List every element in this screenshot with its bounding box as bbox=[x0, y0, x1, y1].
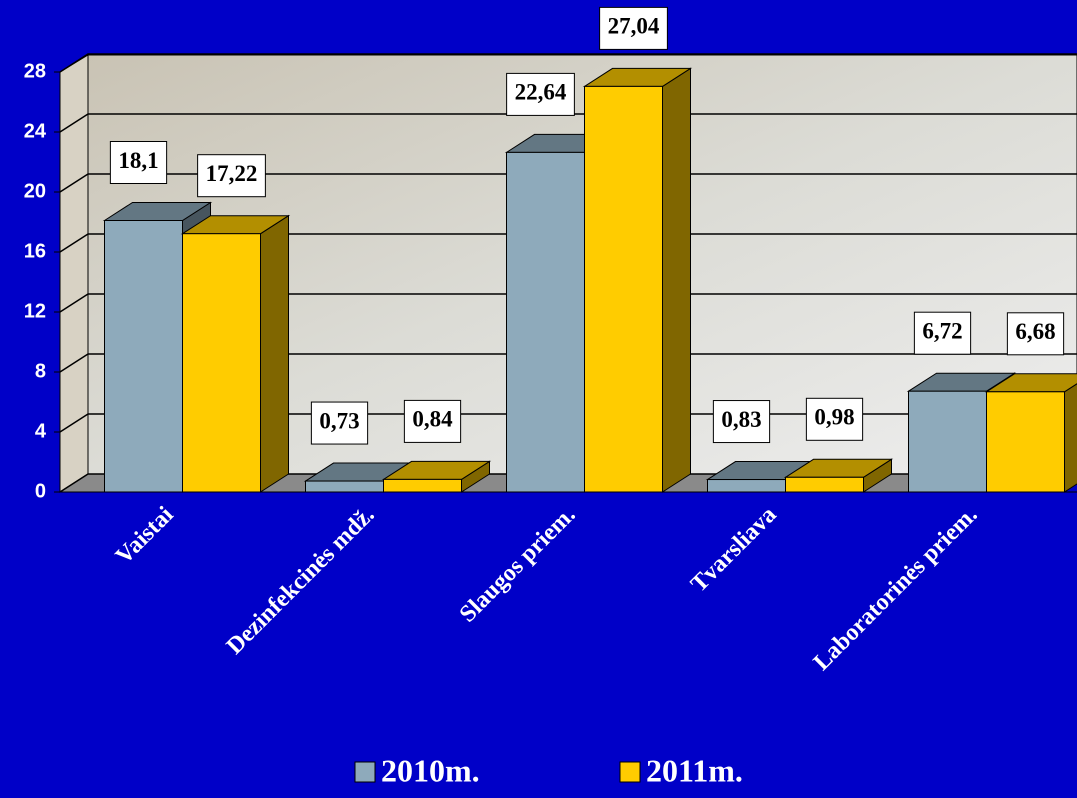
bar bbox=[305, 480, 384, 493]
bar bbox=[908, 390, 987, 493]
value-label-box bbox=[712, 400, 771, 444]
value-label-text: 0,83 bbox=[721, 407, 761, 432]
value-label-box bbox=[599, 6, 668, 50]
value-label-text: 0,98 bbox=[814, 405, 854, 430]
legend-swatch bbox=[354, 761, 376, 783]
value-label: 27,04 bbox=[599, 6, 668, 50]
bar bbox=[506, 151, 585, 493]
bar-side bbox=[1064, 383, 1077, 493]
x-tick-label: Laboratorinės priem. bbox=[809, 502, 983, 676]
grid-line bbox=[59, 173, 1077, 193]
value-label: 6,68 bbox=[1006, 312, 1065, 356]
bar bbox=[182, 233, 261, 493]
bar bbox=[986, 391, 1065, 493]
legend-label: 2010m. bbox=[381, 752, 480, 788]
value-label: 0,84 bbox=[403, 399, 462, 443]
y-tick-label: 8 bbox=[35, 360, 46, 382]
value-label: 0,98 bbox=[805, 397, 864, 441]
value-label-box bbox=[197, 154, 266, 198]
side-wall bbox=[59, 54, 89, 493]
bar-side bbox=[260, 214, 289, 493]
bar bbox=[104, 220, 183, 493]
value-label-text: 6,68 bbox=[1015, 319, 1055, 344]
value-label-text: 18,1 bbox=[118, 148, 158, 173]
x-tick-label: Dezinfekcinės mdž. bbox=[222, 502, 380, 660]
x-tick-label: Slaugos priem. bbox=[455, 502, 581, 628]
value-label-box bbox=[109, 141, 168, 184]
y-tick-label: 12 bbox=[24, 300, 46, 322]
value-label-text: 17,22 bbox=[206, 161, 258, 186]
value-label-box bbox=[506, 72, 575, 116]
value-label: 0,73 bbox=[310, 401, 369, 445]
y-tick-label: 16 bbox=[24, 240, 46, 262]
value-label: 18,1 bbox=[109, 141, 168, 184]
value-label: 17,22 bbox=[197, 154, 266, 198]
grid-line bbox=[59, 353, 1077, 373]
value-label-box bbox=[1006, 312, 1065, 356]
value-label-text: 0,84 bbox=[412, 407, 453, 432]
legend-swatch bbox=[619, 761, 641, 783]
value-label-text: 27,04 bbox=[608, 14, 660, 39]
y-tick-label: 0 bbox=[35, 480, 46, 502]
grid-line bbox=[59, 293, 1077, 313]
value-label-text: 6,72 bbox=[922, 318, 962, 343]
y-tick-label: 24 bbox=[24, 120, 47, 142]
value-label-box bbox=[805, 397, 864, 441]
x-tick-label: Tvarsliava bbox=[686, 502, 782, 598]
grid-line bbox=[59, 53, 1077, 73]
y-tick-label: 28 bbox=[24, 60, 46, 82]
value-label-text: 22,64 bbox=[515, 80, 567, 105]
value-label-text: 0,73 bbox=[319, 408, 359, 433]
value-label-box bbox=[403, 399, 462, 443]
x-tick-label: Vaistai bbox=[111, 502, 179, 570]
value-label: 22,64 bbox=[506, 72, 575, 116]
bar bbox=[707, 479, 786, 493]
y-tick-label: 20 bbox=[24, 180, 46, 202]
bar bbox=[383, 478, 462, 493]
grid-line bbox=[59, 233, 1077, 253]
value-label-box bbox=[310, 401, 369, 445]
bar bbox=[785, 476, 864, 493]
value-label-box bbox=[913, 311, 972, 355]
bar bbox=[584, 85, 663, 493]
value-label: 0,83 bbox=[712, 400, 771, 444]
legend-label: 2011m. bbox=[646, 752, 743, 788]
value-label: 6,72 bbox=[913, 311, 972, 355]
bar-side bbox=[662, 67, 691, 493]
y-tick-label: 4 bbox=[35, 420, 47, 442]
grid-line bbox=[59, 113, 1077, 133]
